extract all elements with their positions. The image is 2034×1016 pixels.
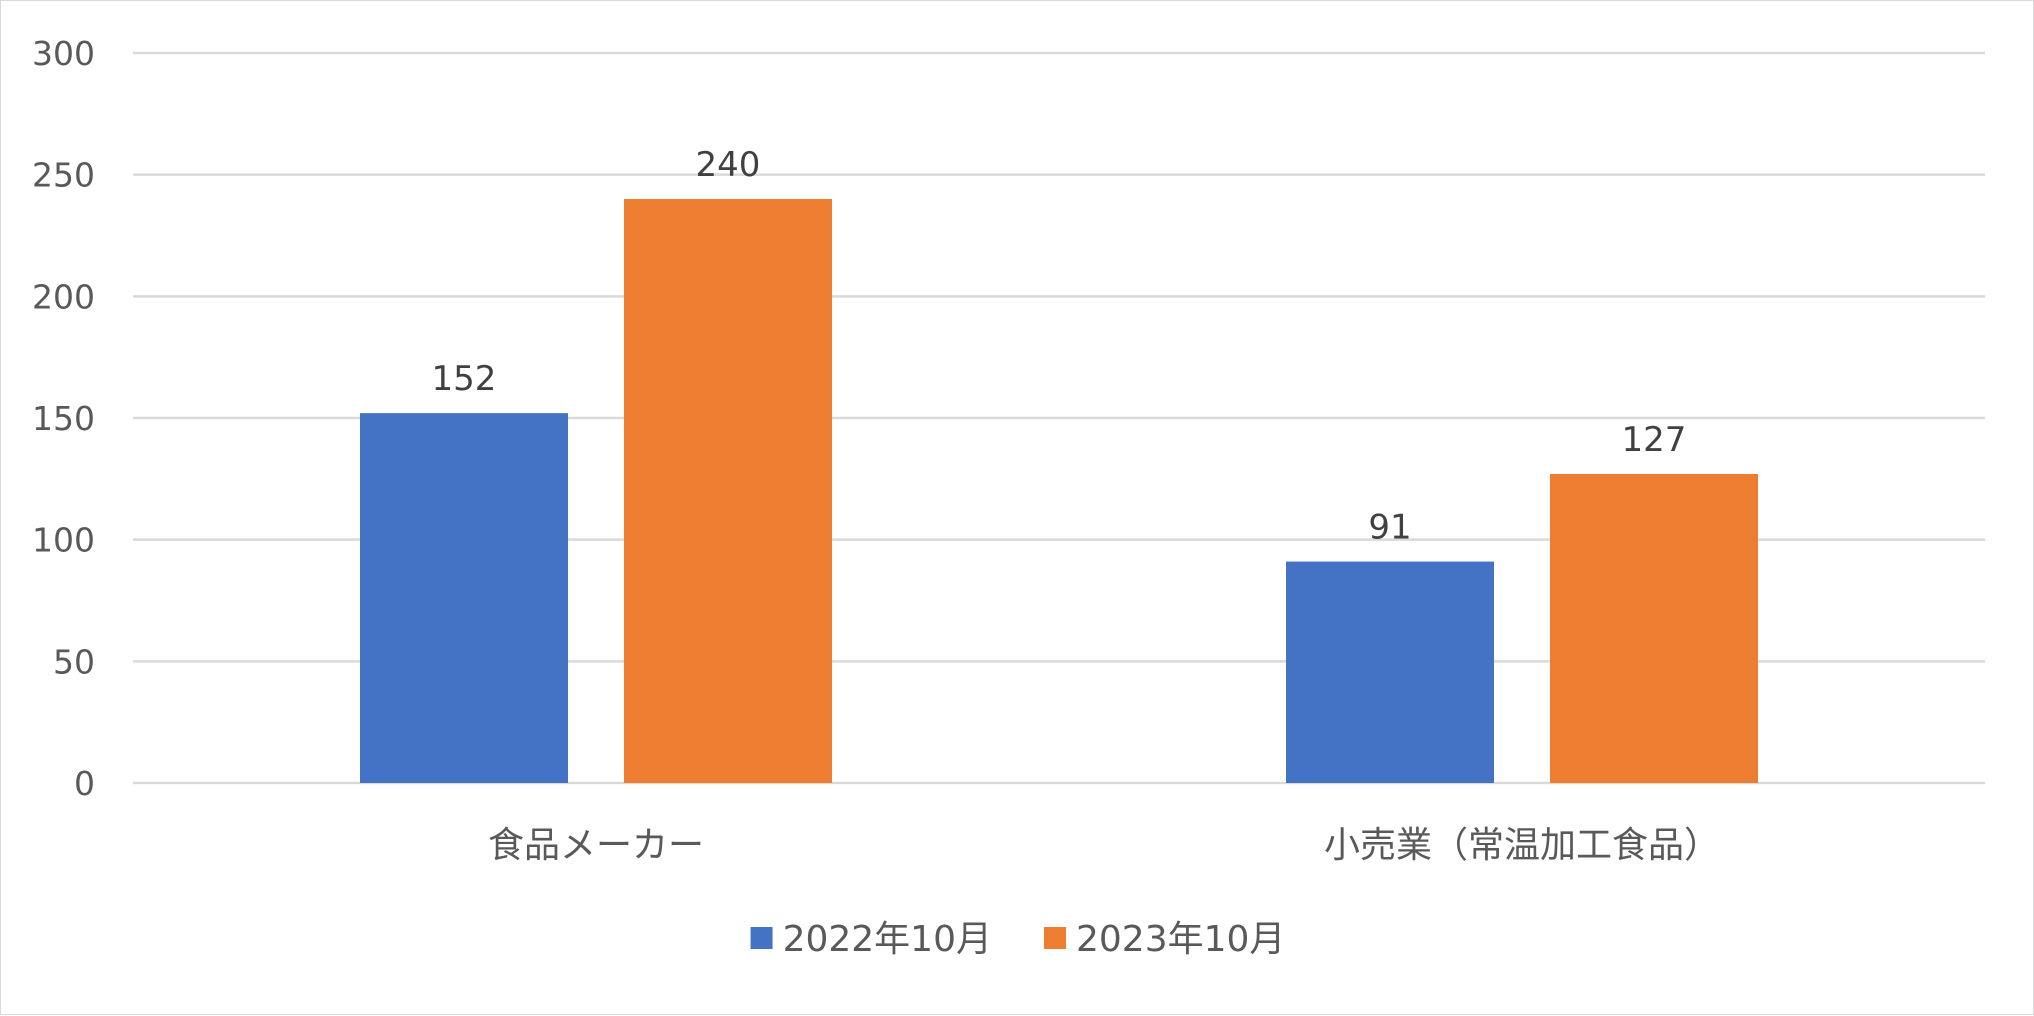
y-tick-label: 300 xyxy=(32,34,95,73)
y-axis-tick-labels: 0 50 100 150 200 250 300 xyxy=(32,34,95,803)
legend-swatch xyxy=(1044,927,1066,949)
category-label: 小売業（常温加工食品） xyxy=(1324,825,1720,866)
legend: 2022年10月 2023年10月 xyxy=(750,919,1285,960)
bar xyxy=(360,413,568,783)
y-tick-label: 150 xyxy=(32,399,95,438)
y-tick-label: 200 xyxy=(32,277,95,316)
legend-swatch xyxy=(750,927,773,949)
y-tick-label: 0 xyxy=(74,764,95,803)
y-tick-label: 50 xyxy=(53,642,95,681)
y-tick-label: 100 xyxy=(32,521,95,560)
x-axis-category-labels: 食品メーカー 小売業（常温加工食品） xyxy=(488,825,1720,866)
data-label: 127 xyxy=(1622,420,1687,460)
legend-label: 2022年10月 xyxy=(783,919,992,960)
legend-label: 2023年10月 xyxy=(1076,919,1285,960)
bar xyxy=(624,199,832,783)
bar xyxy=(1550,473,1758,783)
data-label: 152 xyxy=(432,359,497,399)
y-tick-label: 250 xyxy=(32,156,95,195)
data-label: 240 xyxy=(696,145,761,185)
data-label: 91 xyxy=(1368,508,1411,548)
bars xyxy=(360,199,1758,783)
data-labels: 152 240 91 127 xyxy=(432,145,1687,548)
bar xyxy=(1286,561,1494,783)
category-label: 食品メーカー xyxy=(488,825,704,866)
